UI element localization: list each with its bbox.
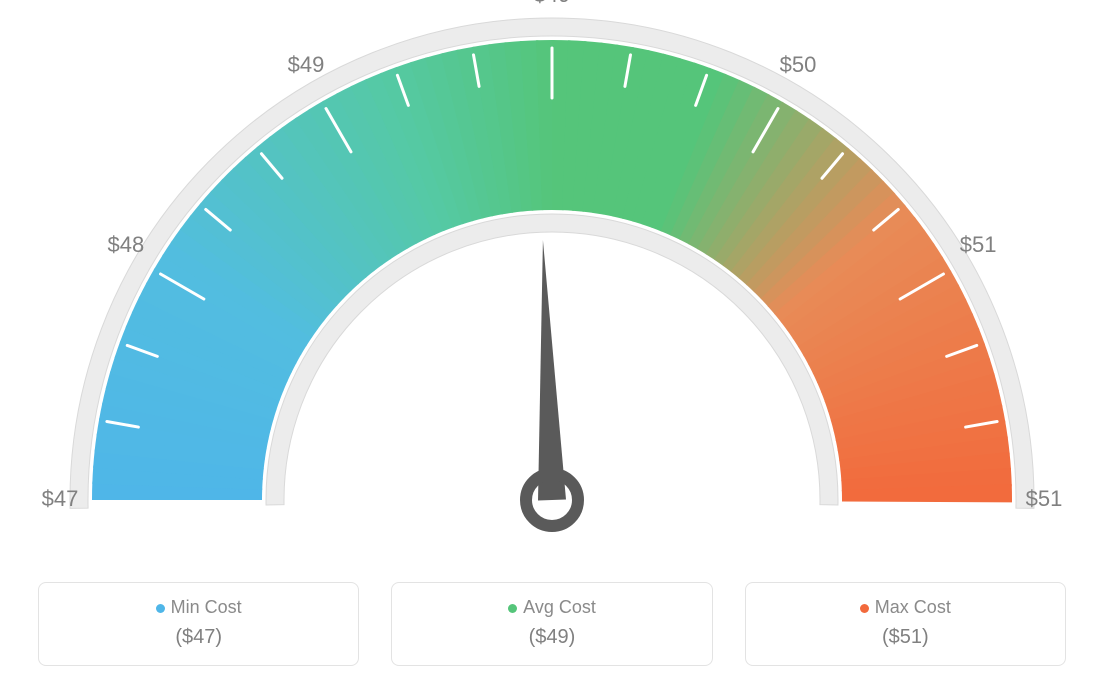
- legend-value: ($47): [49, 626, 348, 649]
- svg-text:$50: $50: [780, 52, 817, 77]
- legend-title-text: Avg Cost: [523, 597, 596, 617]
- cost-gauge: $47 $48 $49 $49 $50 $51 $51: [0, 0, 1104, 560]
- legend-card-avg: Avg Cost ($49): [391, 582, 712, 666]
- legend-title: Min Cost: [49, 597, 348, 618]
- legend-title: Avg Cost: [402, 597, 701, 618]
- svg-text:$51: $51: [1026, 486, 1063, 511]
- legend-title-text: Max Cost: [875, 597, 951, 617]
- legend-card-min: Min Cost ($47): [38, 582, 359, 666]
- legend-value: ($49): [402, 626, 701, 649]
- svg-text:$47: $47: [42, 486, 79, 511]
- legend-card-max: Max Cost ($51): [745, 582, 1066, 666]
- legend-title-text: Min Cost: [171, 597, 242, 617]
- legend-title: Max Cost: [756, 597, 1055, 618]
- svg-text:$49: $49: [288, 52, 325, 77]
- legend-row: Min Cost ($47) Avg Cost ($49) Max Cost (…: [38, 582, 1066, 666]
- svg-text:$51: $51: [960, 232, 997, 257]
- svg-text:$48: $48: [108, 232, 145, 257]
- legend-value: ($51): [756, 626, 1055, 649]
- legend-dot-icon: [508, 604, 517, 613]
- legend-dot-icon: [860, 604, 869, 613]
- svg-text:$49: $49: [534, 0, 571, 7]
- legend-dot-icon: [156, 604, 165, 613]
